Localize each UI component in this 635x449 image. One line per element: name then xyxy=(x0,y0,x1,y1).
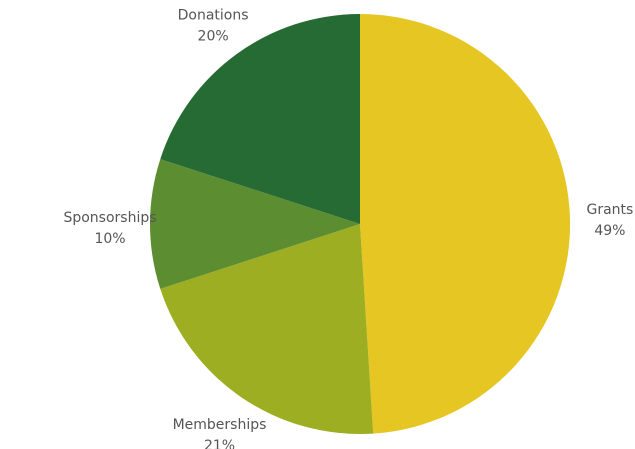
slice-label-donations: Donations 20% xyxy=(178,8,249,45)
pie-slice-sponsorships xyxy=(150,159,360,289)
pie-labels: Grants 49% Memberships 21% Sponsorships 10% Do… xyxy=(63,8,633,449)
slice-label-grants: Grants 49% xyxy=(586,202,633,239)
pie-slice-donations xyxy=(160,14,360,224)
slice-category-label: Donations xyxy=(178,8,249,24)
slice-percent-label: 20% xyxy=(198,29,229,45)
pie-slice-grants xyxy=(360,13,571,434)
slice-percent-label: 49% xyxy=(594,223,625,239)
slice-category-label: Grants xyxy=(586,202,633,218)
slice-label-memberships: Memberships 21% xyxy=(173,417,267,449)
slice-label-sponsorships: Sponsorships 10% xyxy=(63,210,156,247)
slice-percent-label: 21% xyxy=(204,438,235,449)
slice-category-label: Memberships xyxy=(173,417,267,433)
slice-percent-label: 10% xyxy=(94,231,125,247)
pie-slice-memberships xyxy=(160,224,374,435)
pie-slices xyxy=(150,13,571,435)
slice-category-label: Sponsorships xyxy=(63,210,156,226)
